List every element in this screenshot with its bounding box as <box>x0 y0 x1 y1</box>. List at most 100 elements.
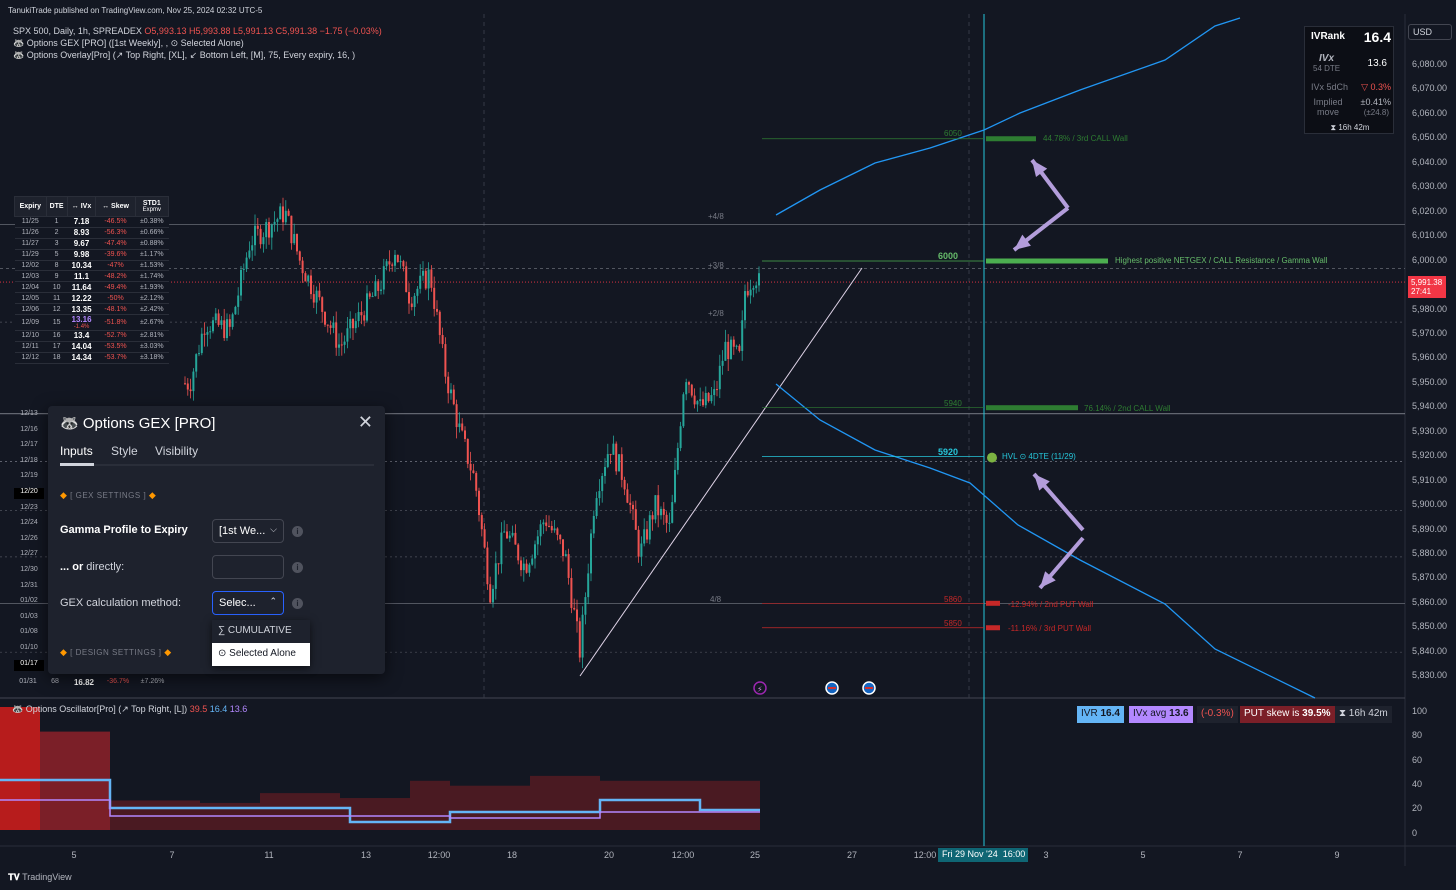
candle-body <box>707 392 710 402</box>
table-cell: ±1.93% <box>135 281 169 294</box>
gex-label-hvl: HVL ⊙ 4DTE (11/29) <box>1002 452 1076 461</box>
ivx-change-badge: (-0.3%) <box>1197 706 1238 723</box>
expiry-date: 12/26 <box>20 534 38 542</box>
table-row: 11/26 2 8.93 -56.3% ±0.66% <box>14 227 169 239</box>
time-tick: 7 <box>1237 850 1243 860</box>
price-tick: 5,950.00 <box>1412 376 1448 387</box>
candle-body <box>416 288 419 296</box>
tradingview-logo[interactable]: 𝐓𝐕 TradingView <box>8 872 72 882</box>
price-tick: 6,050.00 <box>1412 132 1448 143</box>
table-cell: 16 <box>46 330 68 342</box>
table-cell: 14.34 <box>67 352 96 364</box>
diamond-icon: ◆ <box>164 647 172 657</box>
expiry-date: 12/17 <box>20 441 38 449</box>
murrey-plus3: +3/8 <box>708 261 724 270</box>
candle-body <box>298 251 301 261</box>
expiry-direct-input[interactable] <box>212 555 284 579</box>
indicator-settings-dialog[interactable]: 🦝 Options GEX [PRO] ✕ Inputs Style Visib… <box>48 406 385 674</box>
candle-body <box>394 254 396 266</box>
osc-tick: 0 <box>1412 827 1418 838</box>
table-cell: 11 <box>46 292 68 305</box>
tab-style[interactable]: Style <box>111 444 138 458</box>
candle-body <box>391 264 394 266</box>
gex-method-value: Selec... <box>219 597 256 609</box>
tab-visibility[interactable]: Visibility <box>155 444 199 458</box>
candle-body <box>542 522 545 525</box>
symbol-line[interactable]: SPX 500, Daily, 1h, SPREADEX O5,993.13 H… <box>13 26 382 36</box>
candle-body <box>556 528 559 535</box>
gamma-profile-select[interactable]: [1st We... ⌵ <box>212 519 284 543</box>
osc-tick: 20 <box>1412 803 1423 814</box>
ivr-timer: ⧗ 16h 42m <box>1330 123 1370 132</box>
candle-body <box>654 495 657 520</box>
indicator-gex-legend[interactable]: 🦝 Options GEX [PRO] ([1st Weekly], , ⊙ S… <box>13 38 244 49</box>
candle-body <box>674 469 676 503</box>
candle-body <box>511 532 514 536</box>
candle-body <box>531 558 534 565</box>
option-selected-alone[interactable]: ⊙ Selected Alone <box>212 643 310 666</box>
lightning-icon <box>753 681 767 695</box>
candle-body <box>576 609 578 622</box>
arrowhead <box>1014 234 1031 250</box>
lightning-glyph: ⚡ <box>757 685 763 694</box>
table-cell: 12/06 <box>14 303 47 316</box>
price-tick: 6,040.00 <box>1412 156 1448 167</box>
chevron-up-icon: ⌃ <box>269 596 277 606</box>
trend-line <box>579 267 863 677</box>
indicator-overlay-label: Options Overlay[Pro] (↗ Top Right, [XL],… <box>26 50 356 60</box>
expiry-last-row: 01/31 68 16.82 -36.7% ±7.26% <box>14 678 169 690</box>
table-cell: ±0.38% <box>135 216 169 228</box>
table-cell: -47.4% <box>95 238 136 250</box>
gex-label-5860: -12.94% / 2nd PUT Wall <box>1008 600 1094 609</box>
candle-body <box>360 312 363 316</box>
candle-body <box>186 383 189 390</box>
table-cell: 10 <box>46 281 68 294</box>
info-icon[interactable]: i <box>292 562 303 573</box>
time-tick: 12:00 <box>913 850 937 860</box>
gex-method-dropdown[interactable]: ∑ CUMULATIVE ⊙ Selected Alone <box>212 620 310 666</box>
directly-label: ... or directly: <box>60 561 124 573</box>
osc-tick: 60 <box>1412 754 1423 765</box>
design-settings-header: ◆ [ DESIGN SETTINGS ] ◆ <box>60 647 172 658</box>
table-cell: -47% <box>95 260 136 272</box>
osc-tick: 80 <box>1412 730 1423 741</box>
candle-body <box>632 504 634 510</box>
candle-body <box>648 515 651 540</box>
info-icon[interactable]: i <box>292 526 303 537</box>
candle-body <box>343 341 346 345</box>
candle-body <box>755 285 758 289</box>
price-tick: 6,060.00 <box>1412 107 1448 118</box>
osc-tick: 40 <box>1412 778 1423 789</box>
price-tick: 5,860.00 <box>1412 596 1448 607</box>
candle-body <box>366 293 368 321</box>
time-tick: 11 <box>264 850 274 860</box>
design-settings-label: [ DESIGN SETTINGS ] <box>70 648 162 657</box>
table-cell: 17 <box>46 341 68 353</box>
currency-selector[interactable]: USD <box>1408 24 1452 40</box>
tab-inputs[interactable]: Inputs <box>60 444 93 458</box>
time-cursor-label: Fri 29 Nov '24 16:00 <box>938 848 1028 862</box>
candle-body <box>265 222 268 238</box>
candle-body <box>430 269 433 288</box>
candle-body <box>623 479 626 490</box>
candle-body <box>354 321 357 329</box>
candle-body <box>497 563 500 565</box>
indicator-overlay-legend[interactable]: 🦝 Options Overlay[Pro] (↗ Top Right, [XL… <box>13 50 355 61</box>
table-cell: 12/02 <box>14 260 47 272</box>
expiry-date: 01/03 <box>20 612 38 620</box>
info-icon[interactable]: i <box>292 598 303 609</box>
price-tick: 6,010.00 <box>1412 230 1448 241</box>
candle-body <box>486 547 489 585</box>
close-icon[interactable]: ✕ <box>357 412 373 432</box>
candle-body <box>749 289 752 296</box>
option-cumulative[interactable]: ∑ CUMULATIVE <box>218 625 292 636</box>
candle-body <box>676 448 679 470</box>
candle-body <box>301 260 304 274</box>
gex-method-select[interactable]: Selec... ⌃ <box>212 591 284 615</box>
oscillator-legend[interactable]: 🦝 Options Oscillator[Pro] (↗ Top Right, … <box>12 704 247 715</box>
arrowhead <box>1032 160 1048 177</box>
osc-value-3: 13.6 <box>229 704 248 714</box>
candle-body <box>203 333 206 335</box>
time-tick: 3 <box>1043 850 1049 860</box>
